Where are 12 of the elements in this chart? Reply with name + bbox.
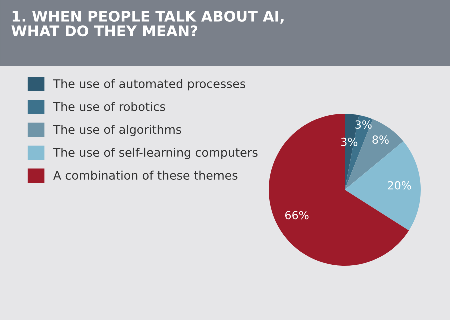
- legend-label: The use of self-learning computers: [53, 148, 258, 160]
- legend-label: The use of algorithms: [53, 125, 182, 136]
- data-label: 66%: [285, 211, 309, 220]
- legend-label: The use of robotics: [53, 102, 166, 112]
- data-label: 20%: [388, 181, 412, 190]
- legend-label: The use of automated processes: [53, 79, 246, 91]
- data-label: 8%: [372, 136, 389, 144]
- data-label: 3%: [356, 120, 372, 129]
- legend-label: A combination of these themes: [54, 170, 238, 180]
- data-label: 3%: [341, 138, 358, 146]
- pie-slice: [269, 114, 410, 266]
- chart-title: 1. WHEN PEOPLE TALK ABOUT AI, WHAT DO THEY MEAN?: [12, 10, 284, 37]
